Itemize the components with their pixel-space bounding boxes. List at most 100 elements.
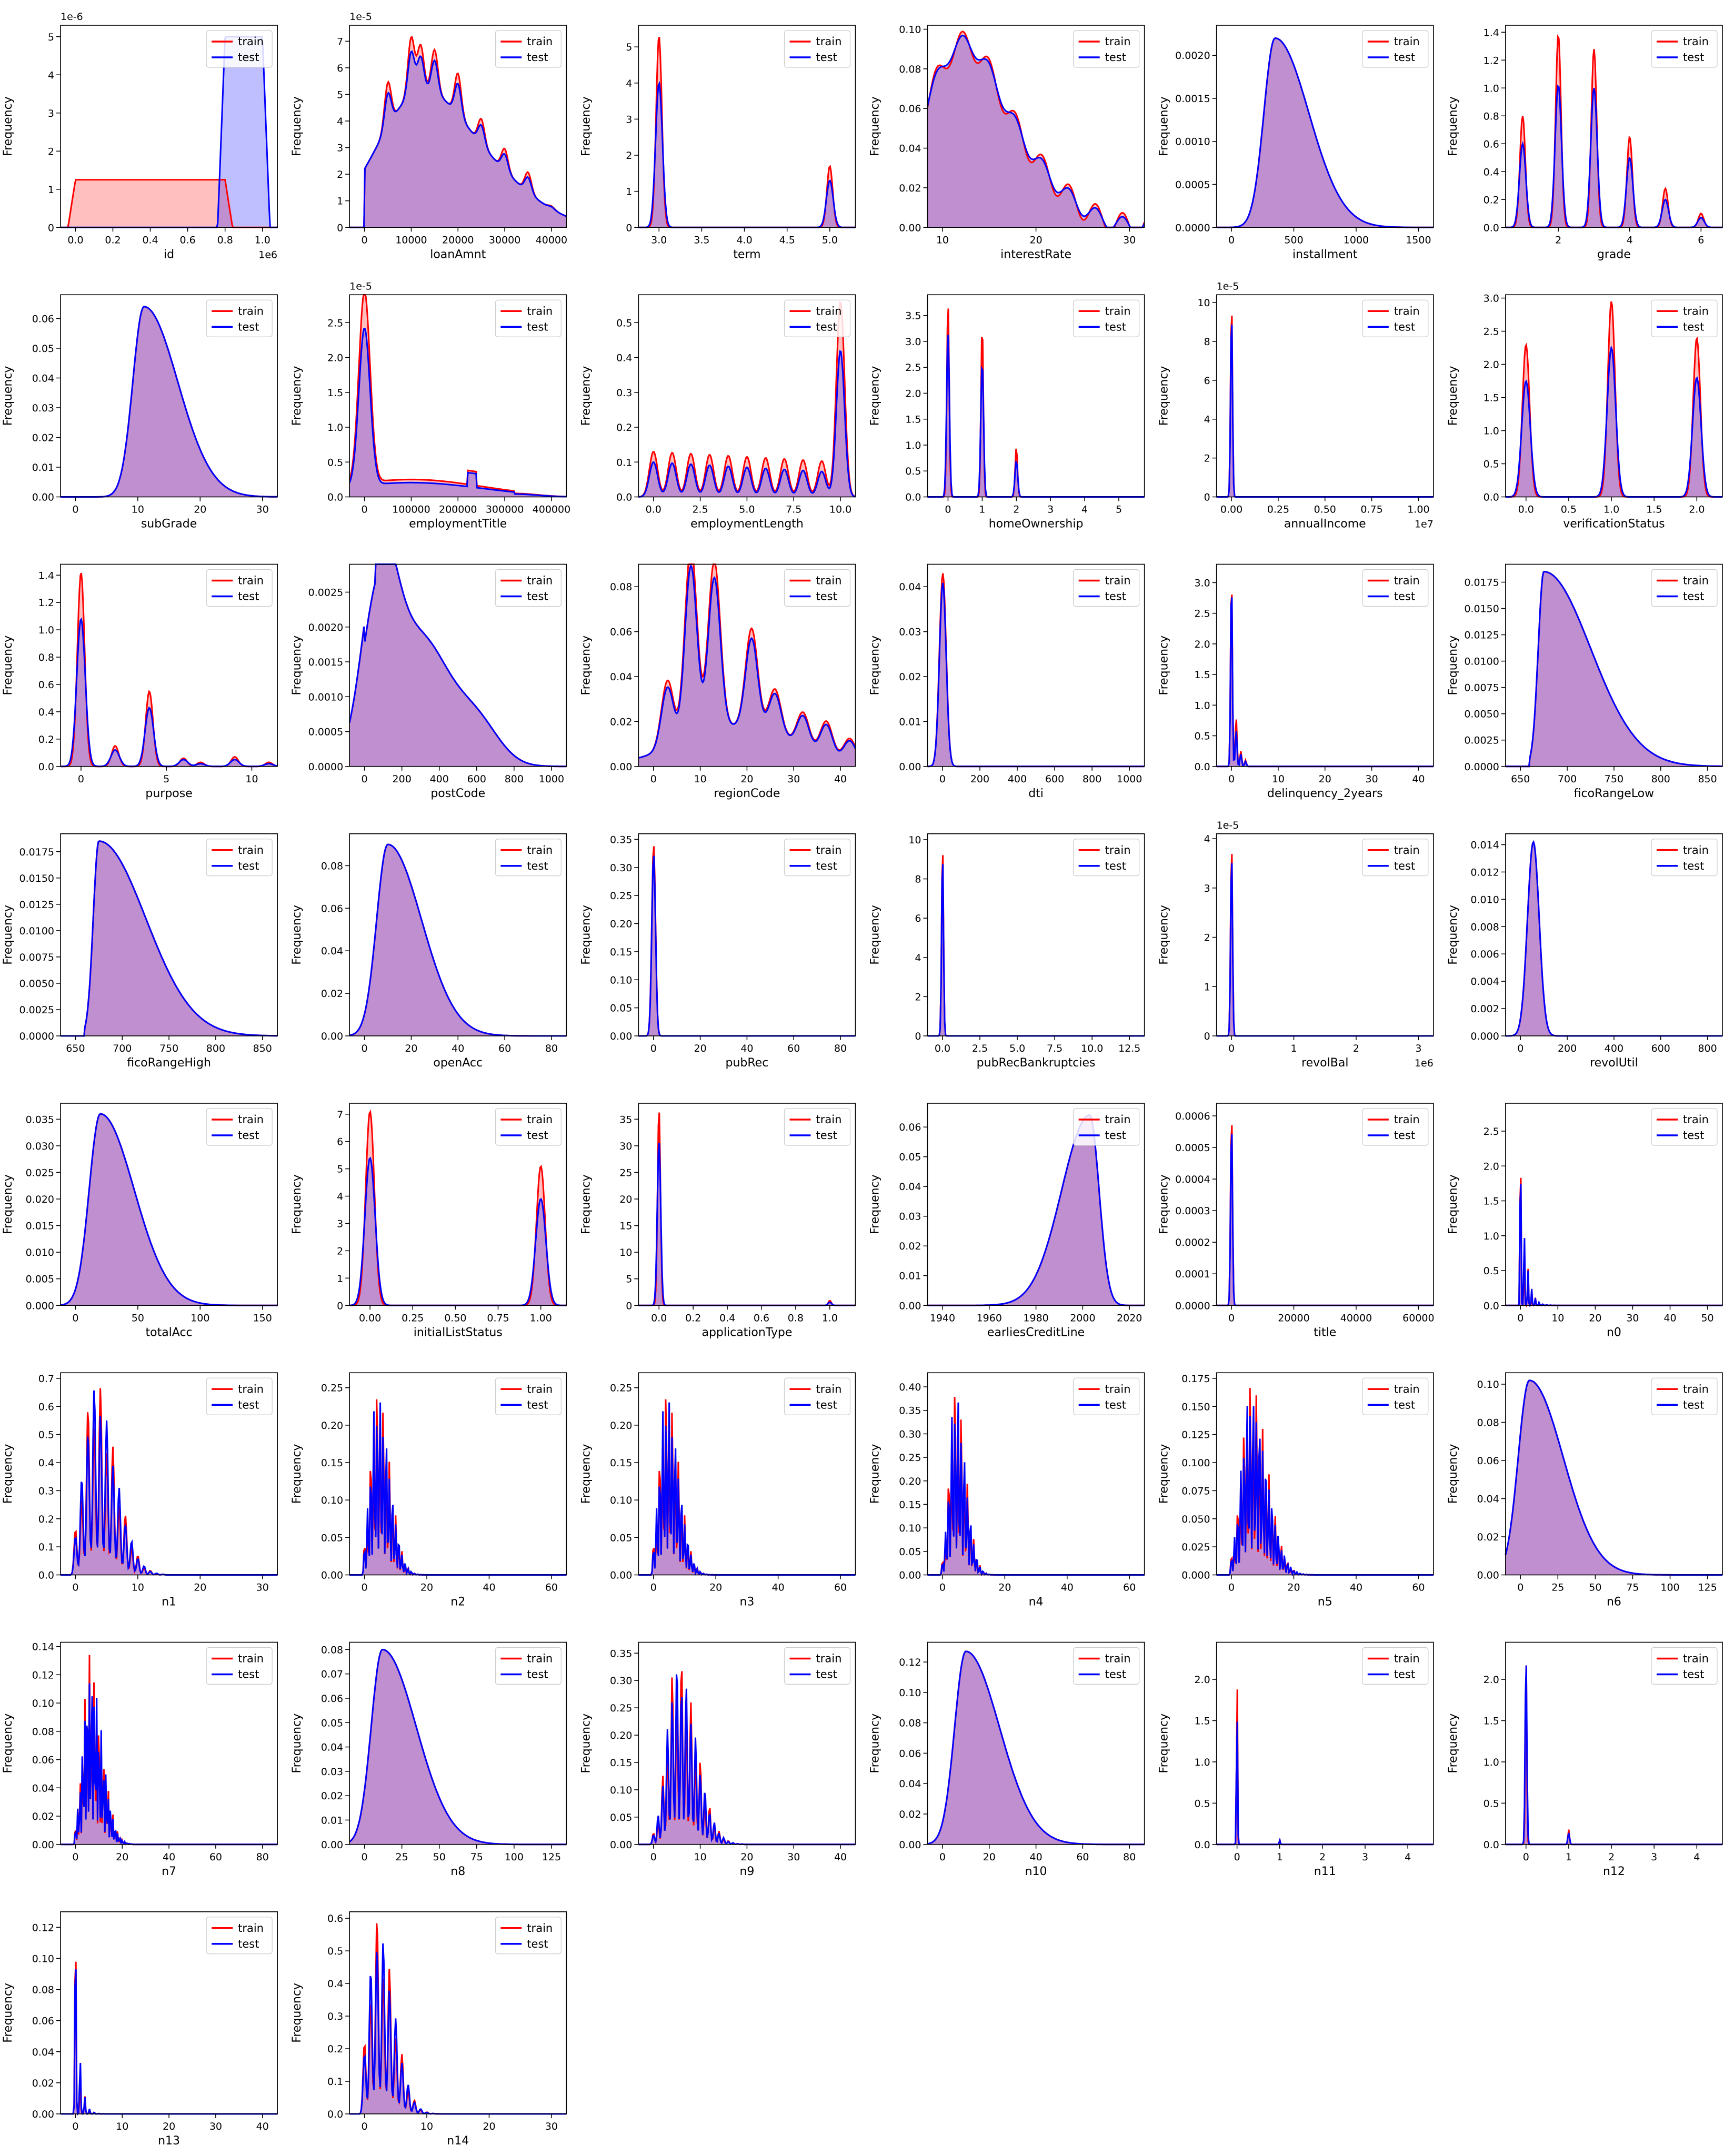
axes-frame (60, 563, 278, 767)
x-axis-label: delinquency_2years (1267, 787, 1383, 800)
y-tick-label: 5 (626, 1274, 632, 1285)
y-tick-label: 0.008 (1470, 921, 1499, 933)
y-axis-label: Frequency (579, 1174, 593, 1234)
x-tick-label: 40 (1061, 1582, 1074, 1594)
y-tick-label: 0.03 (32, 402, 54, 414)
test-area (1505, 1665, 1722, 1845)
y-axis-label: Frequency (2, 1714, 15, 1774)
y-tick-label: 0.1 (616, 457, 632, 468)
train-line (927, 855, 1145, 1037)
legend-test-label: test (1105, 860, 1126, 872)
y-tick-label: 0.02 (321, 988, 343, 1000)
y-tick-label: 0.10 (610, 1785, 632, 1796)
y-tick-label: 0.06 (899, 103, 921, 115)
y-tick-label: 0.20 (321, 1420, 343, 1432)
x-tick-label: 40 (772, 1582, 785, 1594)
legend-train-label: train (1683, 1113, 1709, 1126)
x-tick-label: 0 (72, 2121, 78, 2132)
y-axis-label: Frequency (869, 1714, 882, 1774)
train-area (1505, 571, 1722, 767)
y-tick-label: 4 (337, 116, 343, 127)
x-axis-label: n9 (739, 1865, 754, 1878)
x-axis-label: n7 (162, 1865, 176, 1878)
y-tick-label: 0.02 (32, 432, 54, 444)
x-tick-label: 650 (1511, 773, 1530, 785)
x-tick-label: 10 (245, 773, 258, 785)
x-tick-label: 1.00 (529, 1312, 552, 1324)
x-tick-label: 6 (1698, 234, 1704, 246)
y-tick-label: 0.5 (327, 1946, 343, 1957)
chart-panel-purpose: 0 5 10 0.0 0.2 0.4 0.6 0.8 1.0 1.2 1.4 purpose Frequ… (2, 563, 278, 800)
legend-test-label: test (238, 1668, 259, 1681)
y-tick-label: 0.0010 (1175, 136, 1210, 148)
test-line (1216, 1134, 1434, 1306)
legend-train-label: train (1105, 1383, 1131, 1395)
y-tick-label: 0.125 (1181, 1429, 1210, 1441)
y-tick-label: 0.06 (32, 313, 54, 325)
y-tick-label: 2.0 (1194, 639, 1210, 650)
x-tick-label: 20 (405, 1043, 417, 1054)
y-tick-label: 0.02 (32, 2078, 54, 2089)
legend-test-label: test (238, 1938, 259, 1950)
y-tick-label: 0.0100 (1464, 656, 1499, 668)
x-tick-label: 7.5 (1047, 1043, 1063, 1054)
y-tick-label: 2 (337, 1245, 343, 1257)
x-tick-label: 1980 (1023, 1312, 1048, 1324)
x-tick-label: 12.5 (1118, 1043, 1140, 1054)
y-tick-label: 6 (915, 913, 921, 924)
x-tick-label: 0 (939, 1582, 946, 1594)
y-tick-label: 0.5 (1484, 459, 1499, 470)
y-tick-label: 0.00 (899, 1300, 921, 1312)
test-area (1505, 86, 1722, 228)
x-tick-label: 40000 (536, 234, 567, 246)
x-tick-label: 20 (420, 1582, 433, 1594)
y-tick-label: 0.7 (38, 1373, 54, 1385)
chart-panel-totalAcc: 0 50 100 150 0.000 0.005 0.010 0.015 0.020 0.025 0… (2, 1103, 278, 1339)
y-tick-label: 0.0 (1484, 1839, 1499, 1851)
test-area (927, 1402, 1145, 1575)
y-tick-label: 5 (337, 1164, 343, 1175)
y-tick-label: 0.0150 (1464, 603, 1499, 615)
y-tick-label: 0.15 (610, 1457, 632, 1469)
y-tick-label: 4 (337, 1191, 343, 1203)
x-tick-label: 10.0 (829, 504, 851, 516)
y-axis-label: Frequency (1447, 1444, 1460, 1504)
y-tick-label: 2.5 (327, 317, 343, 329)
x-tick-label: 0.00 (1220, 504, 1242, 516)
test-line (61, 840, 278, 1037)
x-tick-label: 40 (452, 1043, 464, 1054)
y-axis-label: Frequency (869, 1444, 882, 1504)
axes-frame (927, 294, 1145, 498)
chart-panel-subGrade: 0 10 20 30 0.00 0.01 0.02 0.03 0.04 0.05 0.06 subGr… (2, 294, 278, 531)
y-tick-label: 0.0010 (308, 691, 343, 703)
y-tick-label: 0.10 (899, 24, 921, 36)
legend-train-label: train (816, 1113, 842, 1126)
x-tick-label: 600 (467, 773, 486, 785)
axes-frame (349, 1103, 567, 1306)
y-axis-label: Frequency (290, 366, 304, 426)
x-tick-label: 600 (1045, 773, 1064, 785)
test-line (927, 864, 1145, 1037)
x-tick-label: 10 (116, 2121, 128, 2132)
x-tick-label: 80 (1123, 1851, 1136, 1863)
x-tick-label: 150 (253, 1312, 272, 1324)
legend-train-label: train (238, 844, 264, 857)
y-tick-label: 0.02 (1477, 1532, 1499, 1543)
x-tick-label: 0.75 (1360, 504, 1382, 516)
y-tick-label: 4 (626, 78, 632, 89)
x-tick-label: 3 (1415, 1043, 1421, 1054)
y-tick-label: 15 (619, 1221, 632, 1232)
y-tick-label: 3 (1204, 883, 1210, 894)
x-axis-label: postCode (430, 787, 485, 800)
legend-train-label: train (816, 35, 842, 48)
x-tick-label: 400 (1605, 1043, 1623, 1054)
legend-train-label: train (1105, 844, 1131, 857)
test-area (1505, 571, 1722, 767)
x-tick-label: 30 (787, 1851, 800, 1863)
y-tick-label: 2 (48, 146, 54, 157)
y-tick-label: 0.10 (1477, 1379, 1499, 1391)
x-tick-label: 0 (945, 504, 951, 516)
y-tick-label: 0.35 (610, 834, 632, 845)
y-tick-label: 1.0 (38, 624, 54, 636)
y-tick-label: 8 (1204, 336, 1210, 348)
